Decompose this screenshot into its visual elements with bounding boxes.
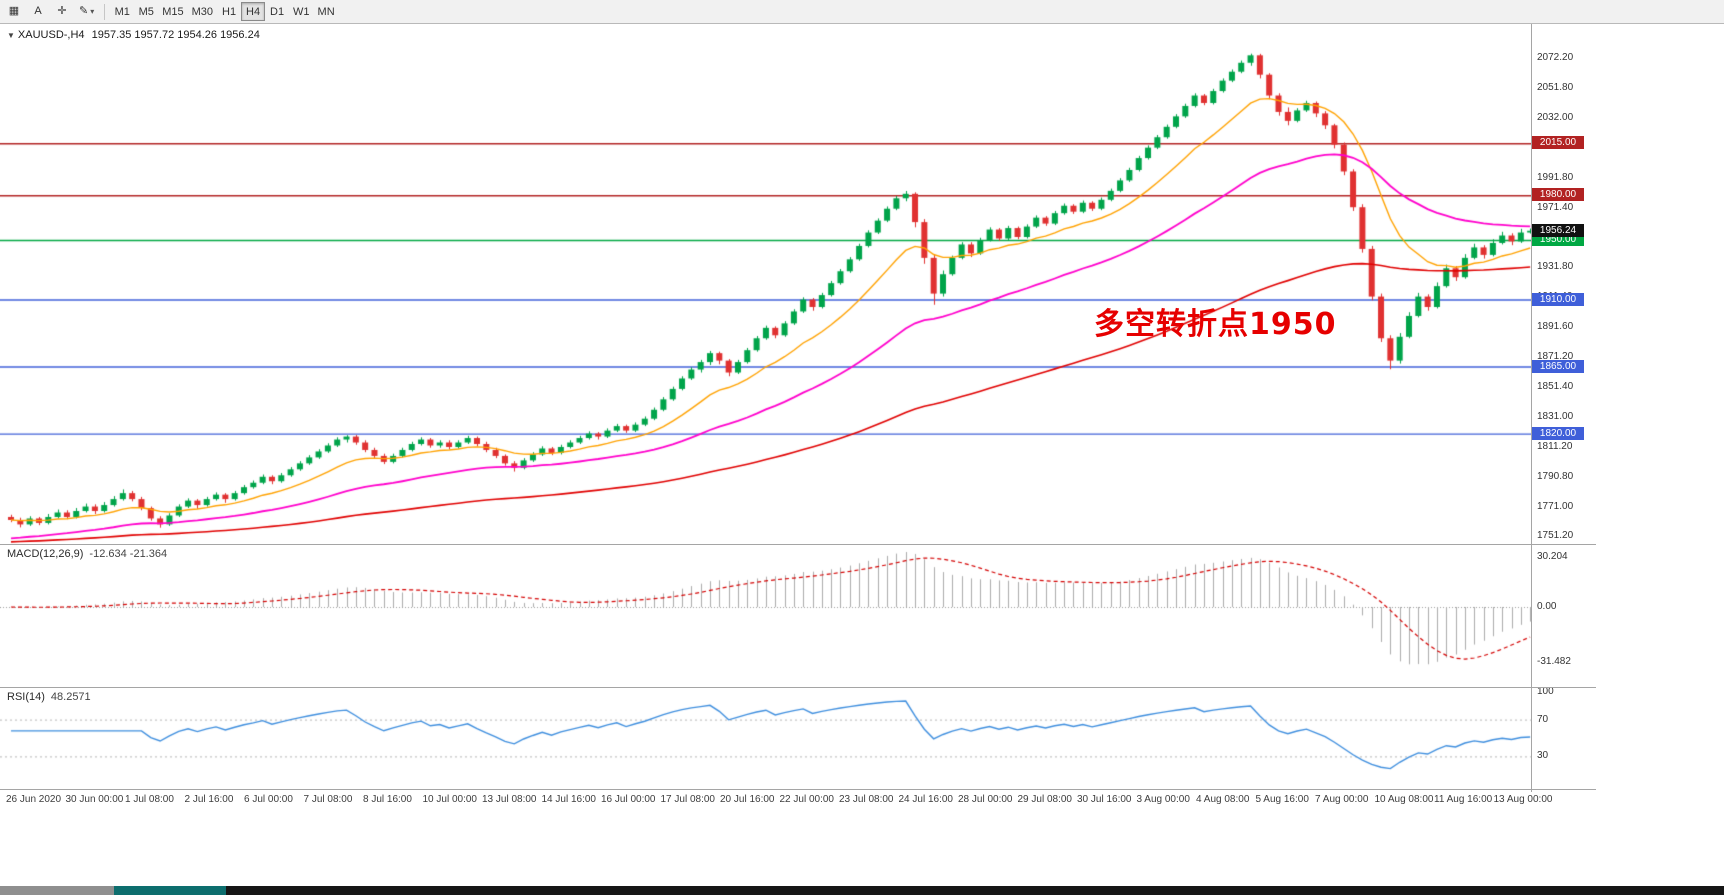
date-label: 26 Jun 2020 xyxy=(6,794,62,805)
timeframe-button-m15[interactable]: M15 xyxy=(158,2,187,21)
hline-price-badge-1910.00: 1910.00 xyxy=(1532,292,1584,306)
price-tick-label: 1790.80 xyxy=(1537,471,1574,483)
timeframe-button-m1[interactable]: M1 xyxy=(110,2,134,21)
price-axis-separator xyxy=(1531,24,1532,792)
date-label: 1 Jul 08:00 xyxy=(125,794,174,805)
rsi-indicator-canvas[interactable] xyxy=(0,689,1531,787)
timeframe-button-h4[interactable]: H4 xyxy=(241,2,266,21)
date-label: 11 Aug 16:00 xyxy=(1434,794,1493,805)
date-label: 17 Jul 08:00 xyxy=(660,794,716,805)
current-price-badge: 1956.24 xyxy=(1532,223,1584,237)
macd-name: MACD(12,26,9) xyxy=(7,548,84,560)
date-label: 24 Jul 16:00 xyxy=(898,794,954,805)
price-tick-label: 1931.80 xyxy=(1537,261,1574,273)
date-label: 4 Aug 08:00 xyxy=(1196,794,1250,805)
macd-scale-label: 30.204 xyxy=(1537,550,1568,562)
bottom-bar-accent-segment xyxy=(114,886,226,895)
date-label: 2 Jul 16:00 xyxy=(184,794,234,805)
price-tick-label: 1751.20 xyxy=(1537,530,1574,542)
timeframe-button-d1[interactable]: D1 xyxy=(265,2,289,21)
symbol-label: XAUUSD-,H4 xyxy=(17,29,85,41)
hline-price-badge-1865.00: 1865.00 xyxy=(1532,359,1584,373)
top-toolbar: ▦ A ✛ ✎ ▾ M1 M5 M15 M30 H1 H4 D1 W1 MN xyxy=(0,0,1724,24)
bottom-bar-left-segment xyxy=(0,886,114,895)
price-tick-label: 1891.60 xyxy=(1537,320,1574,332)
price-tick-label: 1991.80 xyxy=(1537,171,1574,183)
hline-price-badge-2015.00: 2015.00 xyxy=(1532,136,1584,150)
symbol-dropdown-caret[interactable]: ▼ xyxy=(7,31,15,40)
price-tick-label: 1851.40 xyxy=(1537,380,1574,392)
date-label: 6 Jul 00:00 xyxy=(244,794,293,805)
date-label: 29 Jul 08:00 xyxy=(1017,794,1073,805)
toolbar-separator xyxy=(104,3,106,20)
macd-current-values: -12.634 -21.364 xyxy=(89,548,168,560)
chart-text-annotation[interactable]: 多空转折点1950 xyxy=(1094,307,1337,342)
tile-windows-icon[interactable]: ▦ xyxy=(3,2,25,21)
rsi-scale-label: 70 xyxy=(1537,713,1549,725)
date-label: 7 Jul 08:00 xyxy=(303,794,353,805)
date-label: 8 Jul 16:00 xyxy=(363,794,412,805)
panel-separator-macd-rsi[interactable] xyxy=(0,687,1596,688)
toolbar-timeframes-group: M1 M5 M15 M30 H1 H4 D1 W1 MN xyxy=(110,2,338,21)
date-label: 10 Aug 08:00 xyxy=(1374,794,1434,805)
rsi-scale-label: 30 xyxy=(1537,750,1549,762)
date-label: 7 Aug 00:00 xyxy=(1315,794,1369,805)
price-tick-label: 2032.00 xyxy=(1537,111,1574,123)
rsi-current-value: 48.2571 xyxy=(50,691,91,703)
hline-price-badge-1980.00: 1980.00 xyxy=(1532,188,1584,202)
timeframe-button-mn[interactable]: MN xyxy=(314,2,339,21)
price-tick-label: 1971.40 xyxy=(1537,202,1574,214)
hline-price-badge-1820.00: 1820.00 xyxy=(1532,426,1584,440)
price-tick-label: 1811.20 xyxy=(1537,440,1573,452)
date-label: 30 Jul 16:00 xyxy=(1077,794,1132,805)
rsi-scale-label: 100 xyxy=(1537,686,1554,697)
date-label: 13 Aug 00:00 xyxy=(1493,794,1553,805)
time-axis[interactable]: 26 Jun 2020 30 Jun 00:00 1 Jul 08:00 2 Jul … xyxy=(0,792,1552,808)
timeframe-button-m5[interactable]: M5 xyxy=(134,2,158,21)
date-label: 30 Jun 00:00 xyxy=(65,794,124,805)
toolbar-tools-group: ▦ A ✛ ✎ ▾ xyxy=(2,2,99,21)
price-tick-label: 2051.80 xyxy=(1537,82,1574,94)
bottom-bar xyxy=(0,886,1724,895)
macd-indicator-canvas[interactable] xyxy=(0,545,1531,686)
date-label: 22 Jul 00:00 xyxy=(779,794,835,805)
price-tick-label: 1871.20 xyxy=(1537,351,1574,363)
date-label: 5 Aug 16:00 xyxy=(1255,794,1309,805)
date-label: 16 Jul 00:00 xyxy=(601,794,656,805)
price-tick-label: 2072.20 xyxy=(1537,52,1574,63)
date-label: 14 Jul 16:00 xyxy=(541,794,597,805)
candlestick-chart-canvas[interactable] xyxy=(0,24,1531,544)
date-label: 10 Jul 00:00 xyxy=(422,794,478,805)
macd-indicator-label: MACD(12,26,9) -12.634 -21.364 xyxy=(7,548,167,560)
timeframe-button-h1[interactable]: H1 xyxy=(217,2,241,21)
ohlc-values: 1957.35 1957.72 1954.26 1956.24 xyxy=(91,29,260,41)
panel-separator-rsi-dates xyxy=(0,789,1596,790)
date-label: 3 Aug 00:00 xyxy=(1136,794,1190,805)
chart-symbol-title: ▼ XAUUSD-,H4 1957.35 1957.72 1954.26 1956… xyxy=(7,29,260,41)
macd-scale-label: -31.482 xyxy=(1537,656,1571,668)
date-label: 28 Jul 00:00 xyxy=(958,794,1013,805)
crosshair-tool-icon[interactable]: ✛ xyxy=(51,2,73,21)
date-label: 23 Jul 08:00 xyxy=(839,794,894,805)
date-label: 13 Jul 08:00 xyxy=(482,794,537,805)
macd-scale-label: 0.00 xyxy=(1537,601,1557,612)
rsi-name: RSI(14) xyxy=(7,691,45,703)
timeframe-button-w1[interactable]: W1 xyxy=(289,2,314,21)
text-label-tool[interactable]: A xyxy=(27,2,49,21)
date-label: 20 Jul 16:00 xyxy=(720,794,775,805)
timeframe-button-m30[interactable]: M30 xyxy=(188,2,217,21)
price-tick-label: 1831.00 xyxy=(1537,411,1574,423)
price-tick-label: 1771.00 xyxy=(1537,500,1574,512)
panel-separator-chart-macd[interactable] xyxy=(0,544,1596,545)
draw-tools-dropdown[interactable]: ✎ ▾ xyxy=(75,2,98,21)
rsi-indicator-label: RSI(14) 48.2571 xyxy=(7,691,91,703)
